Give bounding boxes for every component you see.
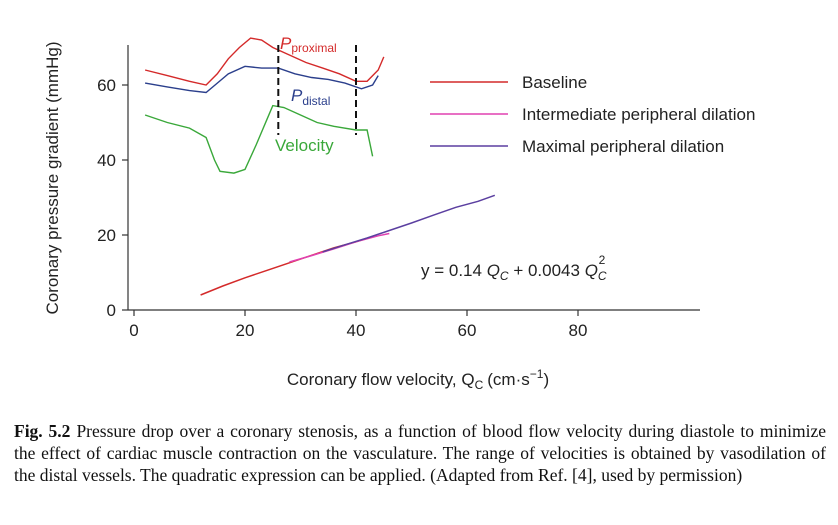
equation-q1-sub: C <box>500 269 509 283</box>
caption-label: Fig. 5.2 <box>14 421 71 441</box>
x-tick-label-60: 60 <box>458 321 477 340</box>
x-tick-label-40: 40 <box>347 321 366 340</box>
label-p-distal: Pdistal <box>291 86 330 108</box>
y-tick-label-40: 40 <box>97 151 116 170</box>
x-tick-label-0: 0 <box>129 321 138 340</box>
label-p-proximal: Pproximal <box>280 34 337 55</box>
series-line-2 <box>289 232 390 263</box>
label-p-distal-sub: distal <box>302 94 330 108</box>
inset-velocity-trace <box>144 104 374 174</box>
label-p-proximal-sub: proximal <box>291 41 336 55</box>
x-axis-label-main: Coronary flow velocity, Q <box>287 370 475 389</box>
inset-proximal-trace <box>144 37 385 86</box>
label-p-distal-main: P <box>291 86 303 105</box>
series-line-3 <box>322 194 496 253</box>
figure-caption: Fig. 5.2 Pressure drop over a coronary st… <box>14 420 826 486</box>
x-tick-label-80: 80 <box>569 321 588 340</box>
equation-q2-sub: C <box>598 269 607 283</box>
equation-prefix: y = 0.14 <box>421 261 487 280</box>
legend-label-3: Maximal peripheral dilation <box>522 137 724 156</box>
x-axis-label: Coronary flow velocity, QC (cm·s−1) <box>287 367 549 392</box>
equation-annotation: y = 0.14 QC + 0.0043 QC2 <box>421 253 607 283</box>
equation-q2-sup: 2 <box>599 253 606 267</box>
label-p-proximal-main: P <box>280 34 292 53</box>
x-axis-label-unit-close: ) <box>543 370 549 389</box>
y-tick-label-20: 20 <box>97 226 116 245</box>
y-axis-label: Coronary pressure gradient (mmHg) <box>43 41 62 314</box>
x-axis-label-unit-exp: −1 <box>530 367 544 381</box>
equation-middle: + 0.0043 <box>509 261 585 280</box>
x-tick-label-20: 20 <box>236 321 255 340</box>
x-axis-label-sub: C <box>475 378 484 392</box>
chart: 0 20 40 60 80 0 20 40 60 Baseline Intermediate pe… <box>43 34 755 392</box>
equation-q2: Q <box>585 261 598 280</box>
y-tick-label-60: 60 <box>97 76 116 95</box>
x-axis-label-unit: (cm·s <box>487 370 529 389</box>
y-tick-label-0: 0 <box>107 301 116 320</box>
legend-label-1: Baseline <box>522 73 587 92</box>
caption-text: Pressure drop over a coronary stenosis, … <box>14 421 826 485</box>
legend-label-2: Intermediate peripheral dilation <box>522 105 755 124</box>
equation-q1: Q <box>487 261 500 280</box>
inset-distal-trace <box>144 65 379 94</box>
label-velocity: Velocity <box>275 136 334 155</box>
